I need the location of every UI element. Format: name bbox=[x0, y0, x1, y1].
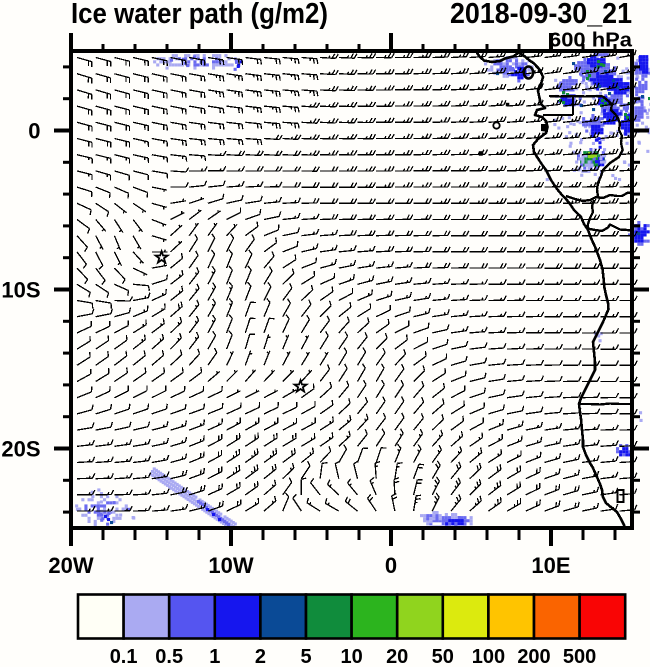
svg-text:600 hPa: 600 hPa bbox=[549, 30, 633, 52]
svg-text:200: 200 bbox=[517, 646, 550, 667]
svg-text:5: 5 bbox=[300, 646, 311, 667]
svg-text:10E: 10E bbox=[531, 553, 570, 578]
svg-text:0: 0 bbox=[385, 553, 397, 578]
svg-text:0.1: 0.1 bbox=[110, 646, 138, 667]
svg-text:0.5: 0.5 bbox=[155, 646, 183, 667]
svg-text:20S: 20S bbox=[1, 437, 40, 462]
svg-text:100: 100 bbox=[472, 646, 505, 667]
svg-text:500: 500 bbox=[563, 646, 596, 667]
svg-text:2018-09-30_21: 2018-09-30_21 bbox=[450, 0, 632, 30]
svg-text:10W: 10W bbox=[208, 553, 253, 578]
svg-text:50: 50 bbox=[432, 646, 454, 667]
svg-text:20: 20 bbox=[386, 646, 408, 667]
svg-text:10: 10 bbox=[340, 646, 362, 667]
svg-text:1: 1 bbox=[209, 646, 220, 667]
svg-text:20W: 20W bbox=[48, 553, 93, 578]
svg-text:0: 0 bbox=[28, 119, 40, 144]
svg-text:2: 2 bbox=[255, 646, 266, 667]
svg-text:Ice water path (g/m2): Ice water path (g/m2) bbox=[71, 0, 328, 30]
svg-text:10S: 10S bbox=[1, 278, 40, 303]
